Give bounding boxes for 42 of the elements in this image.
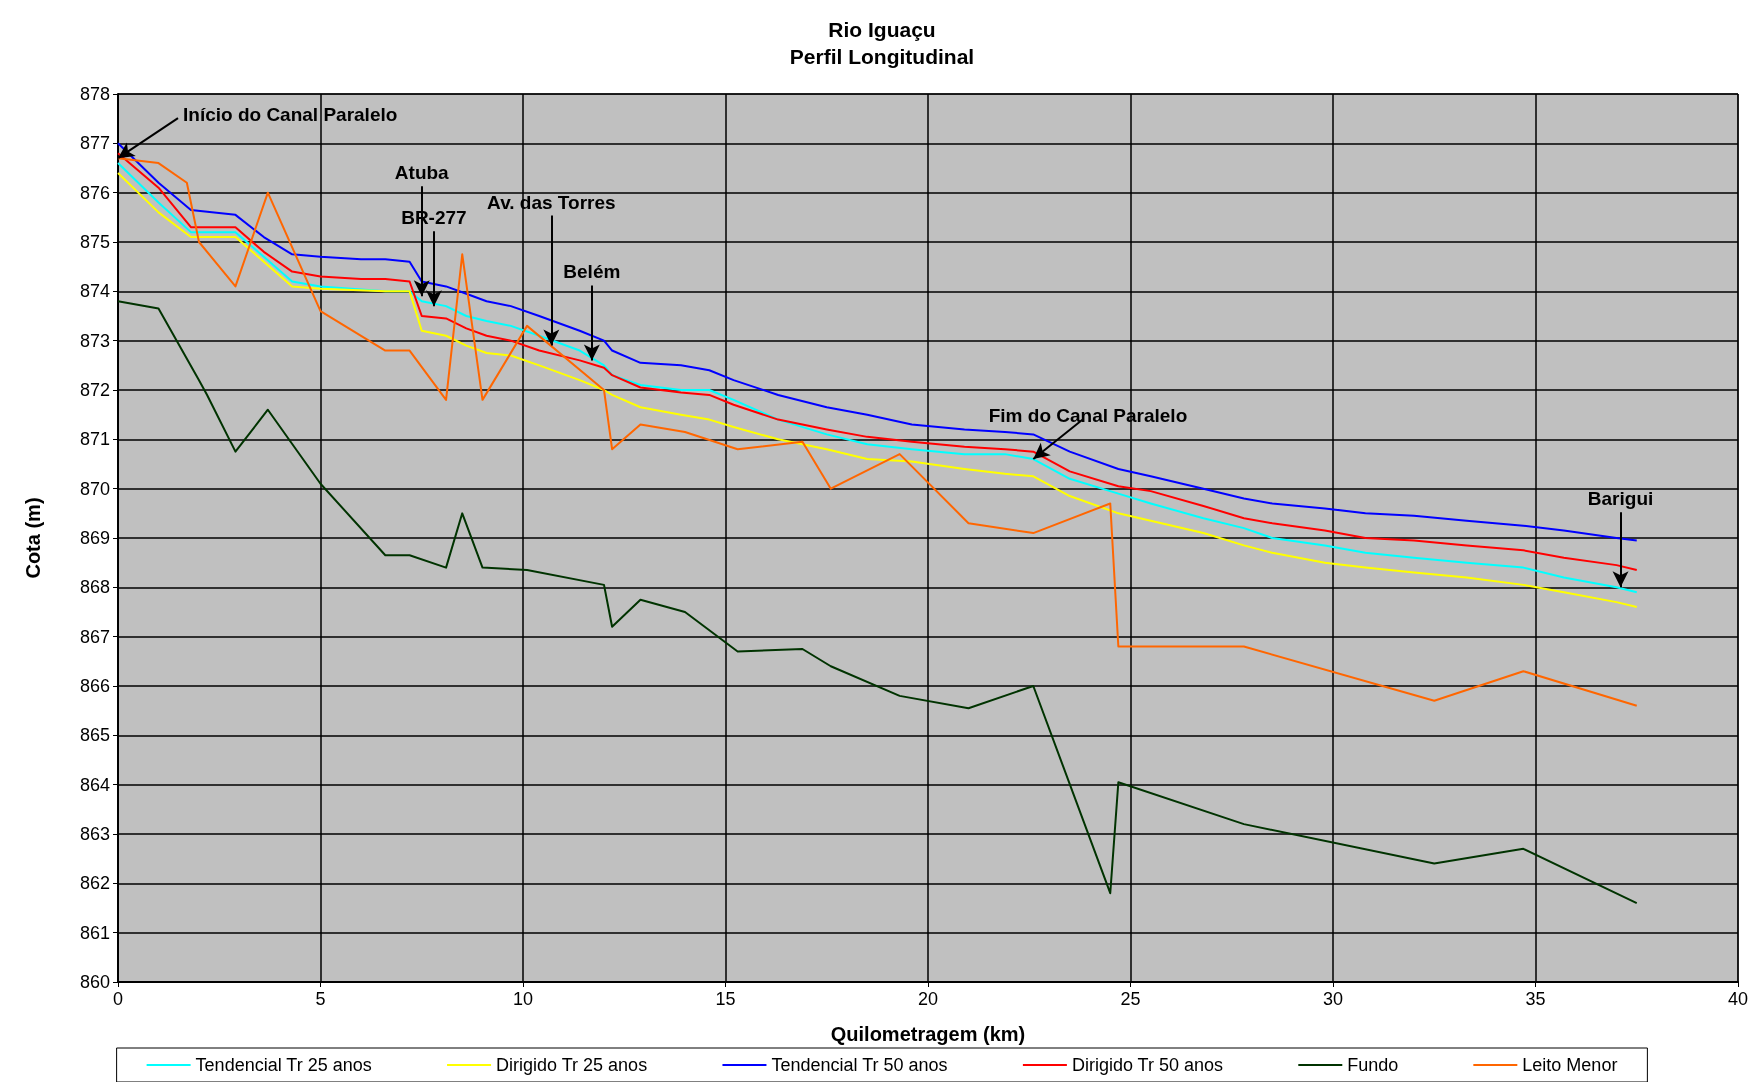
y-tick-label: 875 xyxy=(79,232,110,252)
legend-label: Tendencial Tr 25 anos xyxy=(195,1055,372,1075)
x-tick-label: 30 xyxy=(1322,989,1344,1009)
y-tick-label: 874 xyxy=(79,281,110,302)
y-tick-label: 860 xyxy=(79,972,110,992)
y-tick-label: 863 xyxy=(79,824,110,844)
y-tick-label: 865 xyxy=(79,725,110,746)
chart-title: Rio Iguaçu xyxy=(828,18,936,41)
y-tick-label: 873 xyxy=(79,330,110,351)
y-tick-label: 871 xyxy=(79,429,110,450)
legend-label: Tendencial Tr 50 anos xyxy=(771,1055,948,1075)
y-axis-title: Cota (m) xyxy=(22,497,44,579)
x-tick-label: 25 xyxy=(1120,989,1141,1009)
annotation: Barigui xyxy=(1587,488,1654,510)
y-tick-label: 869 xyxy=(79,528,110,548)
x-tick-label: 15 xyxy=(715,989,736,1009)
x-tick-label: 35 xyxy=(1525,989,1546,1009)
y-tick-label: 876 xyxy=(79,182,110,203)
y-tick-label: 864 xyxy=(79,774,110,795)
annotation: Belém xyxy=(563,261,621,283)
x-axis-title: Quilometragem (km) xyxy=(830,1023,1026,1045)
y-tick-label: 866 xyxy=(79,676,110,696)
x-tick-label: 10 xyxy=(512,989,534,1009)
legend-label: Fundo xyxy=(1347,1055,1399,1075)
annotation: Atuba xyxy=(394,162,450,184)
x-tick-label: 20 xyxy=(917,989,939,1009)
y-tick-label: 868 xyxy=(79,577,110,598)
legend-label: Dirigido Tr 25 anos xyxy=(496,1055,648,1075)
chart-subtitle: Perfil Longitudinal xyxy=(789,45,975,68)
x-tick-label: 5 xyxy=(315,989,326,1009)
y-tick-label: 878 xyxy=(79,84,110,104)
legend-label: Dirigido Tr 50 anos xyxy=(1071,1055,1223,1075)
legend-label: Leito Menor xyxy=(1522,1055,1618,1075)
x-tick-label: 0 xyxy=(112,989,124,1009)
y-tick-label: 862 xyxy=(79,873,110,894)
y-tick-label: 867 xyxy=(79,626,110,647)
y-tick-label: 877 xyxy=(79,133,110,154)
x-tick-label: 40 xyxy=(1727,989,1749,1009)
y-tick-label: 870 xyxy=(79,478,110,499)
annotation: Início do Canal Paralelo xyxy=(182,104,398,126)
y-tick-label: 872 xyxy=(79,380,110,400)
y-tick-label: 861 xyxy=(79,922,110,943)
